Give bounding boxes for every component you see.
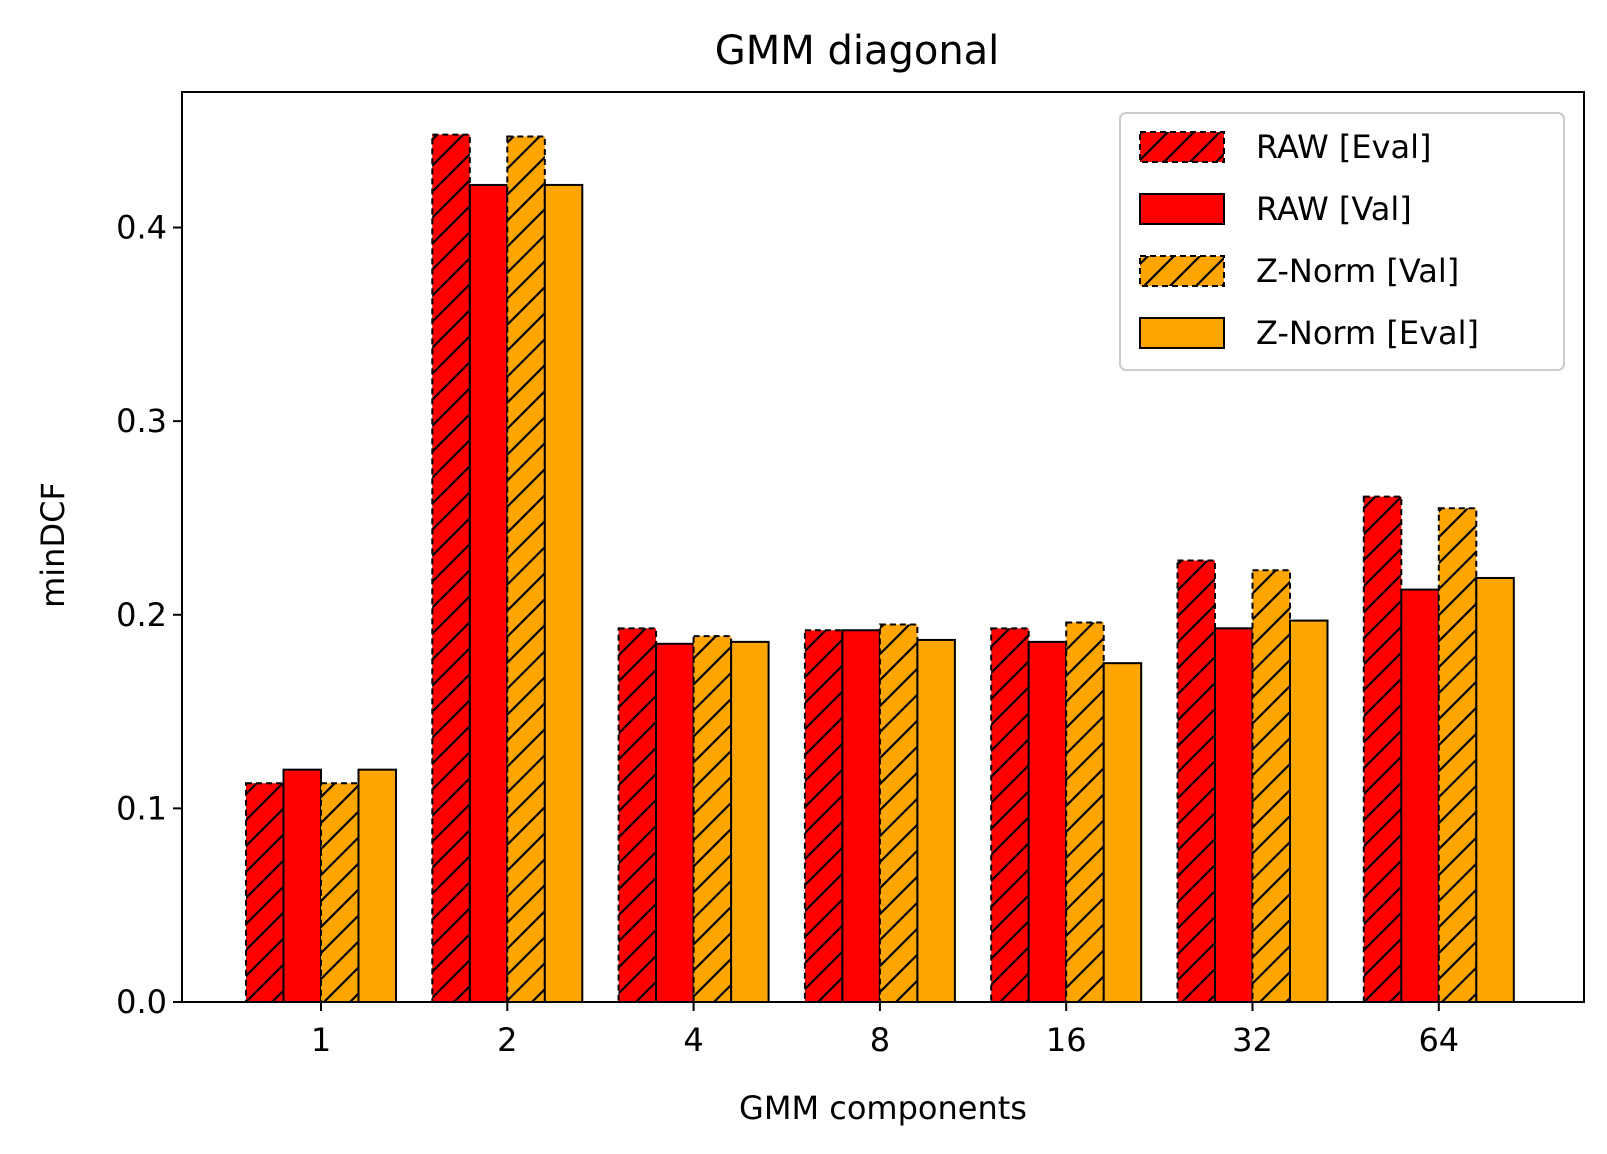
legend-swatch: [1139, 255, 1225, 287]
chart-title: GMM diagonal: [715, 28, 1000, 74]
x-tick-label: 4: [683, 1021, 703, 1059]
bar: [1400, 588, 1440, 1004]
legend-swatch: [1139, 131, 1225, 163]
bar: [730, 640, 770, 1003]
y-tick-label: 0.2: [116, 596, 167, 634]
bar: [803, 629, 844, 1003]
legend-swatch: [1139, 193, 1225, 225]
legend-label: RAW [Val]: [1256, 190, 1412, 228]
bar: [1065, 621, 1105, 1003]
bar: [1437, 507, 1478, 1003]
bar: [1475, 576, 1515, 1003]
legend-label: Z-Norm [Eval]: [1256, 314, 1479, 352]
x-axis-label: GMM components: [739, 1089, 1027, 1127]
bar: [282, 768, 322, 1003]
bar: [1362, 495, 1403, 1003]
bar: [1251, 569, 1291, 1004]
bar: [468, 183, 509, 1004]
bar: [1214, 627, 1254, 1003]
bar: [1027, 640, 1068, 1003]
bar: [1289, 619, 1329, 1003]
y-tick-label: 0.0: [116, 983, 167, 1021]
legend: RAW [Eval] RAW [Val] Z-Norm [Val] Z-Norm [E…: [1119, 112, 1565, 371]
x-tick-label: 2: [497, 1021, 517, 1059]
x-tick-label: 32: [1232, 1021, 1273, 1059]
x-tick-label: 1: [311, 1021, 331, 1059]
legend-label: RAW [Eval]: [1256, 128, 1432, 166]
bar: [655, 642, 695, 1004]
bar: [245, 782, 285, 1003]
bar: [878, 623, 919, 1004]
bar: [1102, 662, 1143, 1003]
bar: [320, 782, 360, 1003]
bars-group: [245, 133, 1515, 1004]
legend-item: Z-Norm [Val]: [1139, 252, 1459, 290]
plot-frame: [181, 91, 1585, 1003]
x-axis-ticks: 1 2 4 8 16 32 64: [311, 1002, 1459, 1059]
y-axis-ticks: 0.0 0.1 0.2 0.3 0.4: [116, 209, 182, 1021]
bar: [841, 629, 881, 1003]
legend-frame: [1119, 112, 1565, 371]
legend-item: Z-Norm [Eval]: [1139, 314, 1479, 352]
bar: [506, 135, 546, 1003]
bar: [990, 627, 1030, 1003]
legend-label: Z-Norm [Val]: [1256, 252, 1459, 290]
y-tick-label: 0.1: [116, 789, 167, 827]
bar: [357, 768, 397, 1003]
bar: [916, 638, 956, 1003]
bar: [1176, 559, 1216, 1003]
y-axis-label: minDCF: [34, 482, 72, 608]
legend-swatch: [1139, 317, 1225, 349]
bar: [543, 183, 584, 1004]
x-tick-label: 64: [1418, 1021, 1459, 1059]
legend-item: RAW [Val]: [1139, 190, 1412, 228]
y-tick-label: 0.4: [116, 209, 167, 247]
bar: [617, 627, 658, 1003]
bar: [692, 635, 733, 1003]
bar: [431, 133, 471, 1003]
y-tick-label: 0.3: [116, 402, 167, 440]
x-tick-label: 8: [870, 1021, 890, 1059]
x-tick-label: 16: [1046, 1021, 1087, 1059]
legend-item: RAW [Eval]: [1139, 128, 1432, 166]
